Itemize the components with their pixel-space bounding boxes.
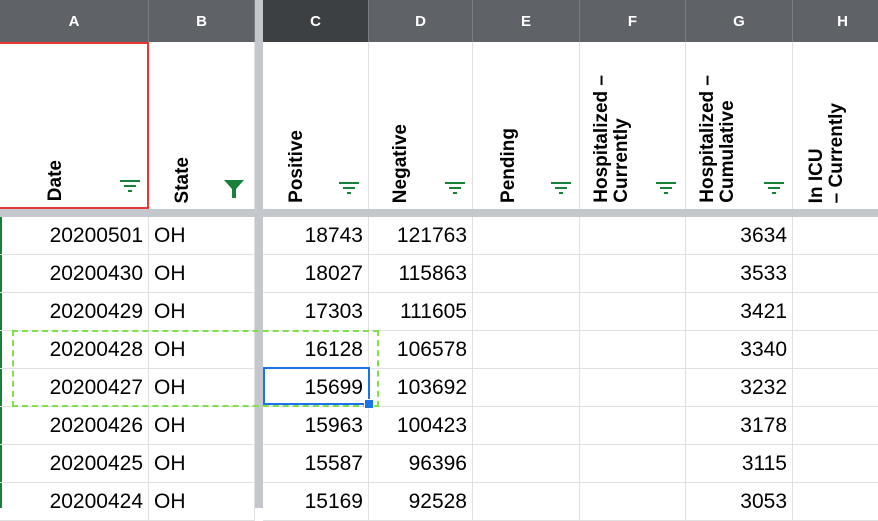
- table-cell-negative[interactable]: 96396: [369, 445, 473, 483]
- table-cell-positive[interactable]: 18743: [263, 217, 369, 255]
- table-cell-icu[interactable]: [793, 293, 878, 331]
- table-cell-positive[interactable]: 15587: [263, 445, 369, 483]
- table-cell-negative[interactable]: 115863: [369, 255, 473, 293]
- table-cell-hosp-cumulative[interactable]: 3533: [686, 255, 793, 293]
- table-cell-date[interactable]: 20200428: [0, 331, 149, 369]
- table-cell-negative[interactable]: 92528: [369, 483, 473, 521]
- table-cell-date[interactable]: 20200426: [0, 407, 149, 445]
- table-cell-hosp-cumulative[interactable]: 3115: [686, 445, 793, 483]
- table-cell-pending[interactable]: [473, 445, 580, 483]
- header-label-icu-current: In ICU – Currently: [806, 102, 847, 203]
- table-cell-date[interactable]: 20200429: [0, 293, 149, 331]
- table-cell-pending[interactable]: [473, 331, 580, 369]
- header-label-state: State: [172, 156, 193, 203]
- column-header-e[interactable]: E: [473, 0, 580, 42]
- table-cell-negative[interactable]: 121763: [369, 217, 473, 255]
- table-cell-negative[interactable]: 100423: [369, 407, 473, 445]
- table-cell-icu[interactable]: [793, 331, 878, 369]
- table-cell-negative[interactable]: 103692: [369, 369, 473, 407]
- table-cell-icu[interactable]: [793, 217, 878, 255]
- table-cell-positive[interactable]: 15169: [263, 483, 369, 521]
- column-header-d[interactable]: D: [369, 0, 473, 42]
- table-cell-date[interactable]: 20200501: [0, 217, 149, 255]
- header-cell-date[interactable]: Date: [0, 42, 149, 209]
- filter-icon[interactable]: [339, 181, 359, 195]
- fill-handle[interactable]: [364, 399, 374, 409]
- table-cell-date[interactable]: 20200424: [0, 483, 149, 521]
- table-cell-icu[interactable]: [793, 483, 878, 521]
- header-cell-hosp-current[interactable]: Hospitalized – Currently: [580, 42, 686, 209]
- table-cell-pending[interactable]: [473, 369, 580, 407]
- header-cell-state[interactable]: State: [149, 42, 255, 209]
- table-cell-hosp-cumulative[interactable]: 3178: [686, 407, 793, 445]
- filter-icon[interactable]: [445, 181, 465, 195]
- table-cell-positive[interactable]: 18027: [263, 255, 369, 293]
- table-cell-positive[interactable]: 17303: [263, 293, 369, 331]
- table-cell-hosp-cumulative[interactable]: 3421: [686, 293, 793, 331]
- table-cell-hosp-current[interactable]: [580, 217, 686, 255]
- table-cell-icu[interactable]: [793, 407, 878, 445]
- table-cell-pending[interactable]: [473, 483, 580, 521]
- table-cell-hosp-current[interactable]: [580, 293, 686, 331]
- table-cell-pending[interactable]: [473, 217, 580, 255]
- table-cell-hosp-current[interactable]: [580, 331, 686, 369]
- table-cell-hosp-current[interactable]: [580, 483, 686, 521]
- frozen-column-divider[interactable]: [255, 0, 263, 508]
- frozen-row-divider[interactable]: [0, 209, 878, 217]
- copy-range-marquee: [12, 330, 379, 407]
- table-cell-state[interactable]: OH: [149, 255, 255, 293]
- table-cell-icu[interactable]: [793, 255, 878, 293]
- filter-icon[interactable]: [656, 181, 676, 195]
- header-cell-positive[interactable]: Positive: [263, 42, 369, 209]
- table-cell-state[interactable]: OH: [149, 483, 255, 521]
- header-label-negative: Negative: [390, 123, 411, 203]
- filter-icon[interactable]: [764, 181, 784, 195]
- header-cell-hosp-cumulative[interactable]: Hospitalized – Cumulative: [686, 42, 793, 209]
- header-cell-pending[interactable]: Pending: [473, 42, 580, 209]
- table-cell-pending[interactable]: [473, 255, 580, 293]
- header-label-date: Date: [45, 159, 66, 201]
- table-cell-date[interactable]: 20200425: [0, 445, 149, 483]
- header-label-hosp-cumulative: Hospitalized – Cumulative: [697, 75, 738, 203]
- table-cell-hosp-current[interactable]: [580, 445, 686, 483]
- header-cell-icu-current[interactable]: In ICU – Currently: [793, 42, 878, 209]
- column-header-g[interactable]: G: [686, 0, 793, 42]
- column-header-h[interactable]: H: [793, 0, 878, 42]
- table-cell-hosp-cumulative[interactable]: 3634: [686, 217, 793, 255]
- header-cell-negative[interactable]: Negative: [369, 42, 473, 209]
- table-cell-hosp-current[interactable]: [580, 255, 686, 293]
- column-header-f[interactable]: F: [580, 0, 686, 42]
- table-cell-hosp-cumulative[interactable]: 3340: [686, 331, 793, 369]
- table-cell-hosp-cumulative[interactable]: 3232: [686, 369, 793, 407]
- table-cell-state[interactable]: OH: [149, 407, 255, 445]
- table-cell-state[interactable]: OH: [149, 293, 255, 331]
- header-label-positive: Positive: [286, 130, 307, 203]
- active-cell-selection[interactable]: [263, 367, 370, 405]
- table-cell-icu[interactable]: [793, 369, 878, 407]
- table-cell-icu[interactable]: [793, 445, 878, 483]
- table-cell-negative[interactable]: 106578: [369, 331, 473, 369]
- filter-active-icon[interactable]: [223, 179, 245, 199]
- column-header-a[interactable]: A: [0, 0, 149, 42]
- table-cell-hosp-cumulative[interactable]: 3053: [686, 483, 793, 521]
- table-cell-state[interactable]: OH: [149, 445, 255, 483]
- table-cell-date[interactable]: 20200430: [0, 255, 149, 293]
- filter-icon[interactable]: [120, 179, 140, 193]
- table-cell-negative[interactable]: 111605: [369, 293, 473, 331]
- table-cell-state[interactable]: OH: [149, 331, 255, 369]
- frozen-left-edge: [0, 42, 2, 508]
- table-cell-state[interactable]: OH: [149, 217, 255, 255]
- header-label-pending: Pending: [498, 128, 519, 203]
- filter-icon[interactable]: [551, 181, 571, 195]
- table-cell-pending[interactable]: [473, 407, 580, 445]
- column-header-b[interactable]: B: [149, 0, 255, 42]
- header-label-hosp-current: Hospitalized – Currently: [591, 75, 632, 203]
- table-cell-hosp-current[interactable]: [580, 369, 686, 407]
- column-header-c[interactable]: C: [263, 0, 369, 42]
- table-cell-pending[interactable]: [473, 293, 580, 331]
- table-cell-hosp-current[interactable]: [580, 407, 686, 445]
- table-cell-positive[interactable]: 15963: [263, 407, 369, 445]
